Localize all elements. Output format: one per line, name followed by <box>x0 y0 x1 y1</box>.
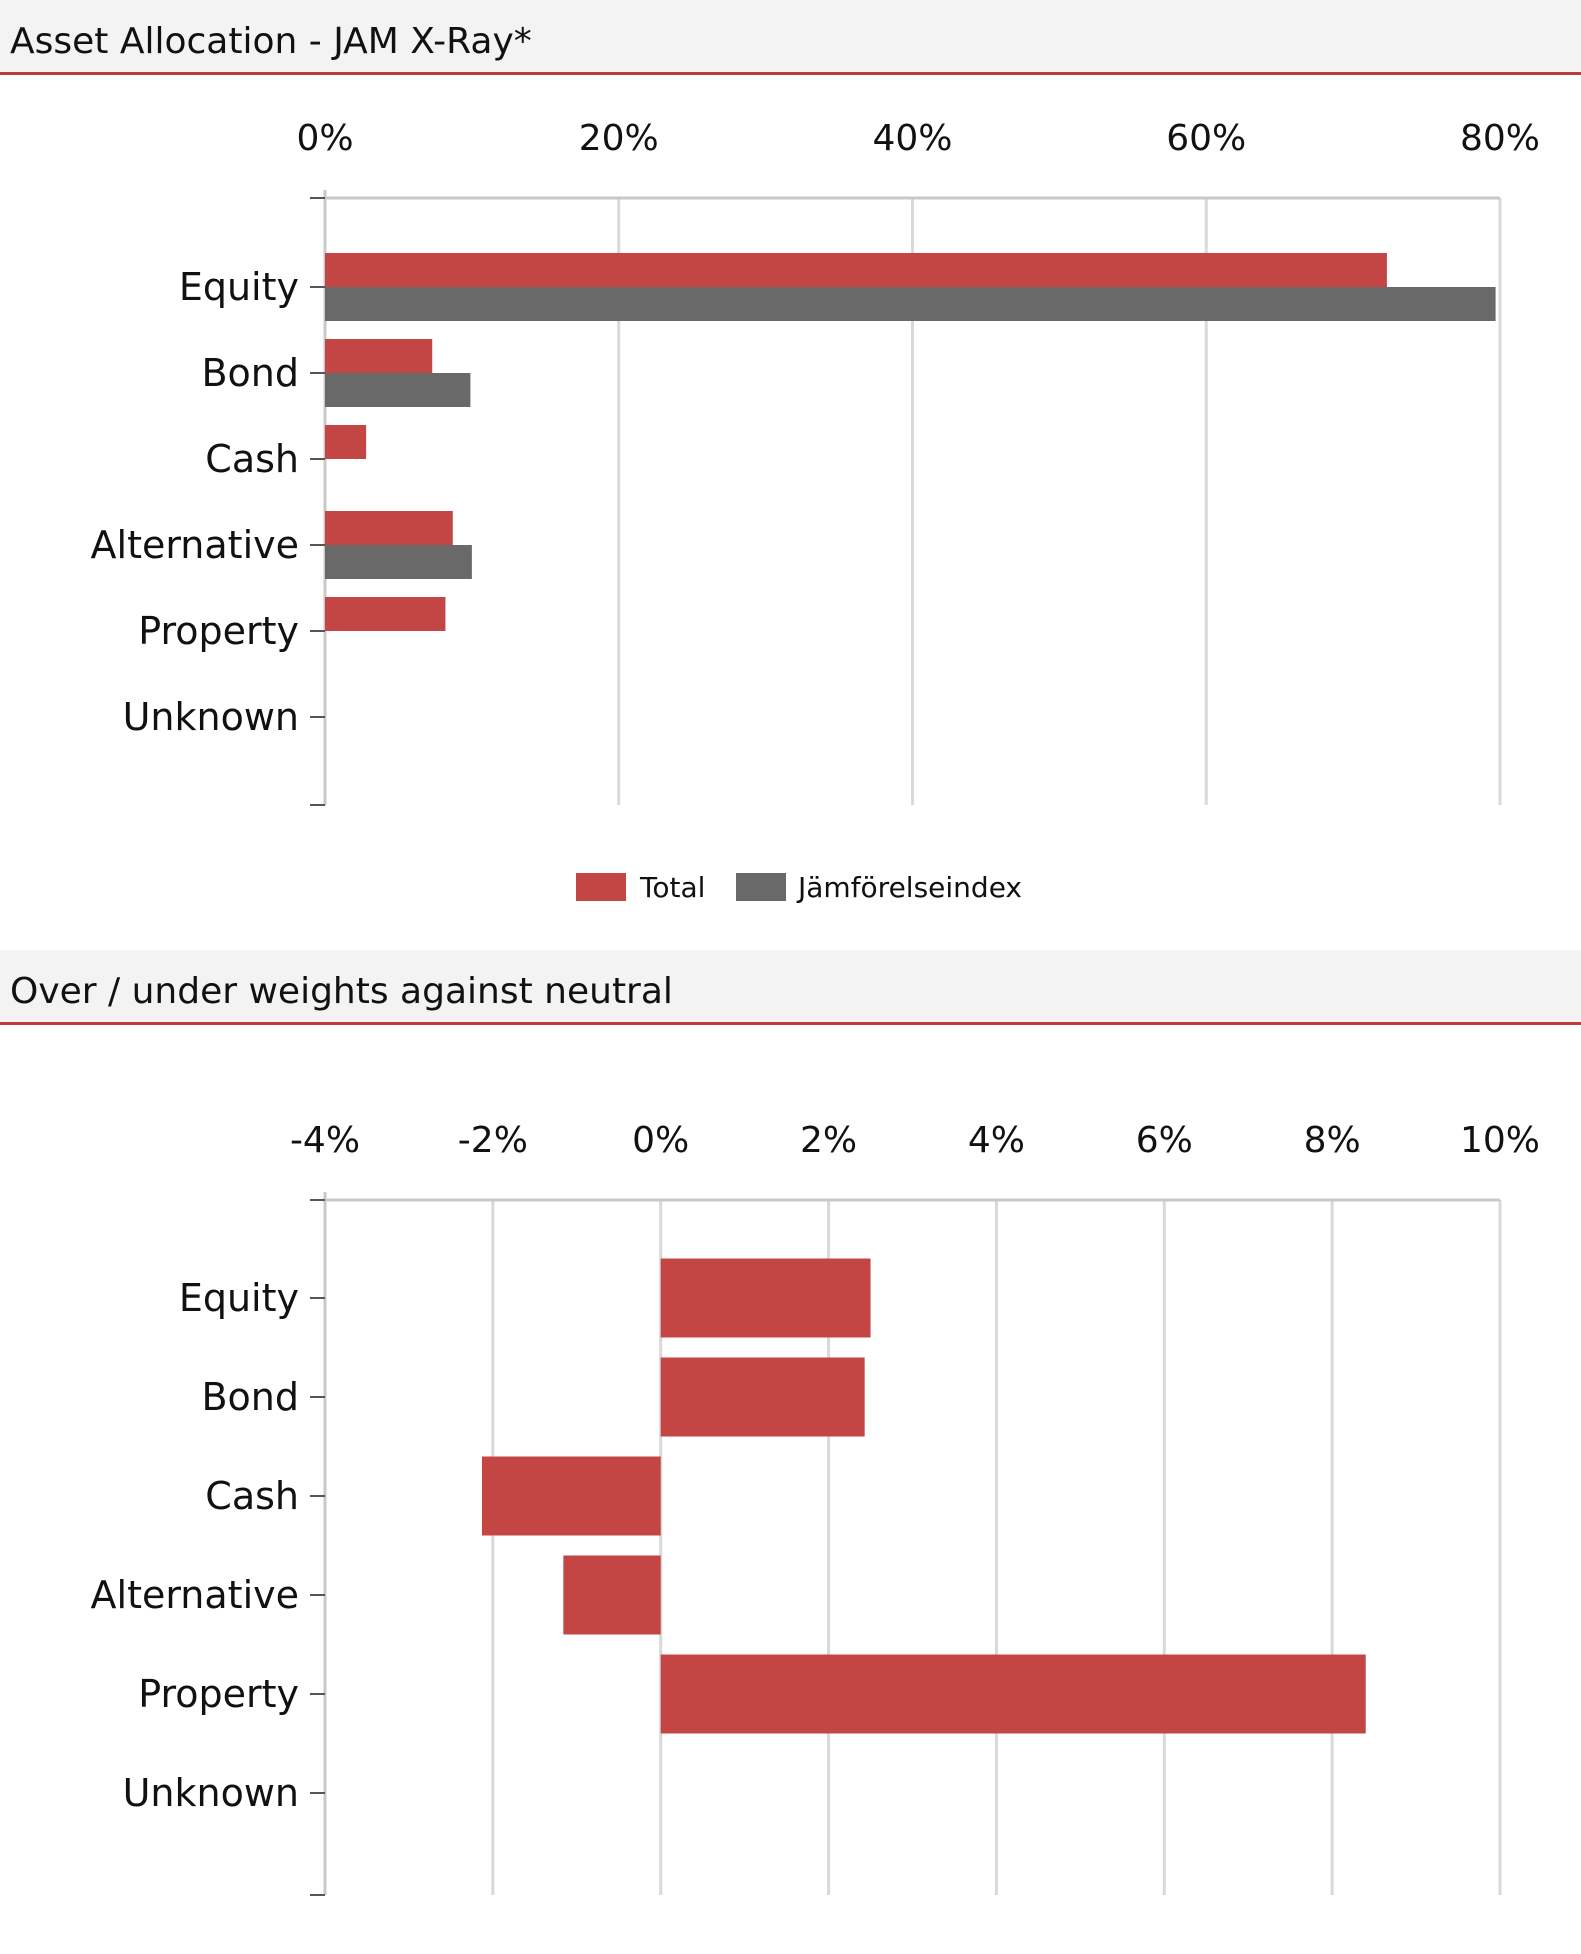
bar-total-bond <box>325 339 433 373</box>
x-tick-label: -2% <box>458 1120 528 1161</box>
category-label-equity: Equity <box>179 1276 299 1320</box>
asset-allocation-chart: 0% 20% 40% 60% 80% Equity Bond Cash Alternative P… <box>91 118 1540 904</box>
bar-total-alternative <box>325 511 453 545</box>
bar-alternative <box>563 1555 661 1635</box>
x-tick-label: 4% <box>968 1120 1025 1161</box>
asset-allocation-header: Asset Allocation - JAM X-Ray* <box>0 0 1581 75</box>
legend-label-jamforelseindex: Jämförelseindex <box>796 871 1022 904</box>
x-tick-label: 80% <box>1460 118 1540 159</box>
bar-j-mf-relseindex-equity <box>325 287 1496 321</box>
category-label-unknown: Unknown <box>123 695 299 739</box>
bar-total-equity <box>325 253 1387 287</box>
category-label-bond: Bond <box>201 1375 299 1419</box>
x-tick-label: 0% <box>296 118 353 159</box>
legend-label-total: Total <box>639 871 705 904</box>
bar-bond <box>660 1357 865 1437</box>
bar-total-cash <box>325 425 367 459</box>
over-under-weights-header: Over / under weights against neutral <box>0 950 1581 1025</box>
bar-j-mf-relseindex-bond <box>325 373 471 407</box>
category-label-alternative: Alternative <box>91 523 299 567</box>
category-label-bond: Bond <box>201 351 299 395</box>
bar-cash <box>481 1456 661 1536</box>
legend-swatch-jamforelseindex <box>736 873 786 901</box>
x-tick-label: 2% <box>800 1120 857 1161</box>
x-tick-label: 40% <box>872 118 952 159</box>
category-label-cash: Cash <box>205 437 299 481</box>
bar-total-property <box>325 597 446 631</box>
x-tick-label: -4% <box>290 1120 360 1161</box>
x-tick-label: 10% <box>1460 1120 1540 1161</box>
category-label-cash: Cash <box>205 1474 299 1518</box>
x-tick-label: 60% <box>1166 118 1246 159</box>
over-under-weights-panel: Over / under weights against neutral -4%… <box>0 950 1581 1954</box>
x-tick-label: 8% <box>1304 1120 1361 1161</box>
legend-swatch-total <box>576 873 626 901</box>
over-under-weights-title: Over / under weights against neutral <box>10 971 673 1012</box>
bar-equity <box>660 1258 871 1338</box>
x-tick-label: 0% <box>632 1120 689 1161</box>
bar-property <box>660 1654 1366 1734</box>
x-tick-label: 6% <box>1136 1120 1193 1161</box>
category-label-equity: Equity <box>179 265 299 309</box>
over-under-weights-chart: -4% -2% 0% 2% 4% 6% 8% 10% Equity Bond Cash Alterna… <box>91 1120 1540 1896</box>
category-label-alternative: Alternative <box>91 1573 299 1617</box>
asset-allocation-title: Asset Allocation - JAM X-Ray* <box>10 21 532 62</box>
category-label-property: Property <box>138 1672 299 1716</box>
asset-allocation-panel: Asset Allocation - JAM X-Ray* 0% 20% 40% 60… <box>0 0 1581 950</box>
category-label-unknown: Unknown <box>123 1771 299 1815</box>
bar-j-mf-relseindex-alternative <box>325 545 472 579</box>
x-tick-label: 20% <box>579 118 659 159</box>
category-label-property: Property <box>138 609 299 653</box>
